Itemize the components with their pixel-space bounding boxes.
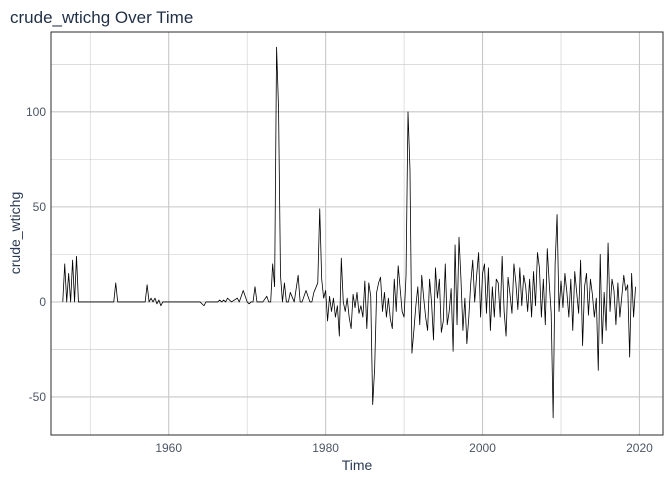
y-tick-label: 0 xyxy=(39,295,46,309)
x-tick-label: 2020 xyxy=(626,441,653,455)
chart-title: crude_wtichg Over Time xyxy=(10,8,194,27)
y-axis-title: crude_wtichg xyxy=(7,192,23,275)
grid-lines xyxy=(51,32,663,435)
series-line-0 xyxy=(62,46,636,419)
x-axis-title: Time xyxy=(342,457,373,473)
x-tick-label: 1980 xyxy=(312,441,339,455)
y-tick-label: 100 xyxy=(26,105,46,119)
x-tick-label: 1960 xyxy=(155,441,182,455)
panel-border xyxy=(50,31,664,436)
y-tick-label: -50 xyxy=(29,390,47,404)
y-tick-label: 50 xyxy=(33,200,47,214)
tick-layer: 1960 1980 2000 2020 -50 0 50 100 xyxy=(26,105,653,455)
x-tick-label: 2000 xyxy=(469,441,496,455)
series-layer xyxy=(62,46,636,419)
